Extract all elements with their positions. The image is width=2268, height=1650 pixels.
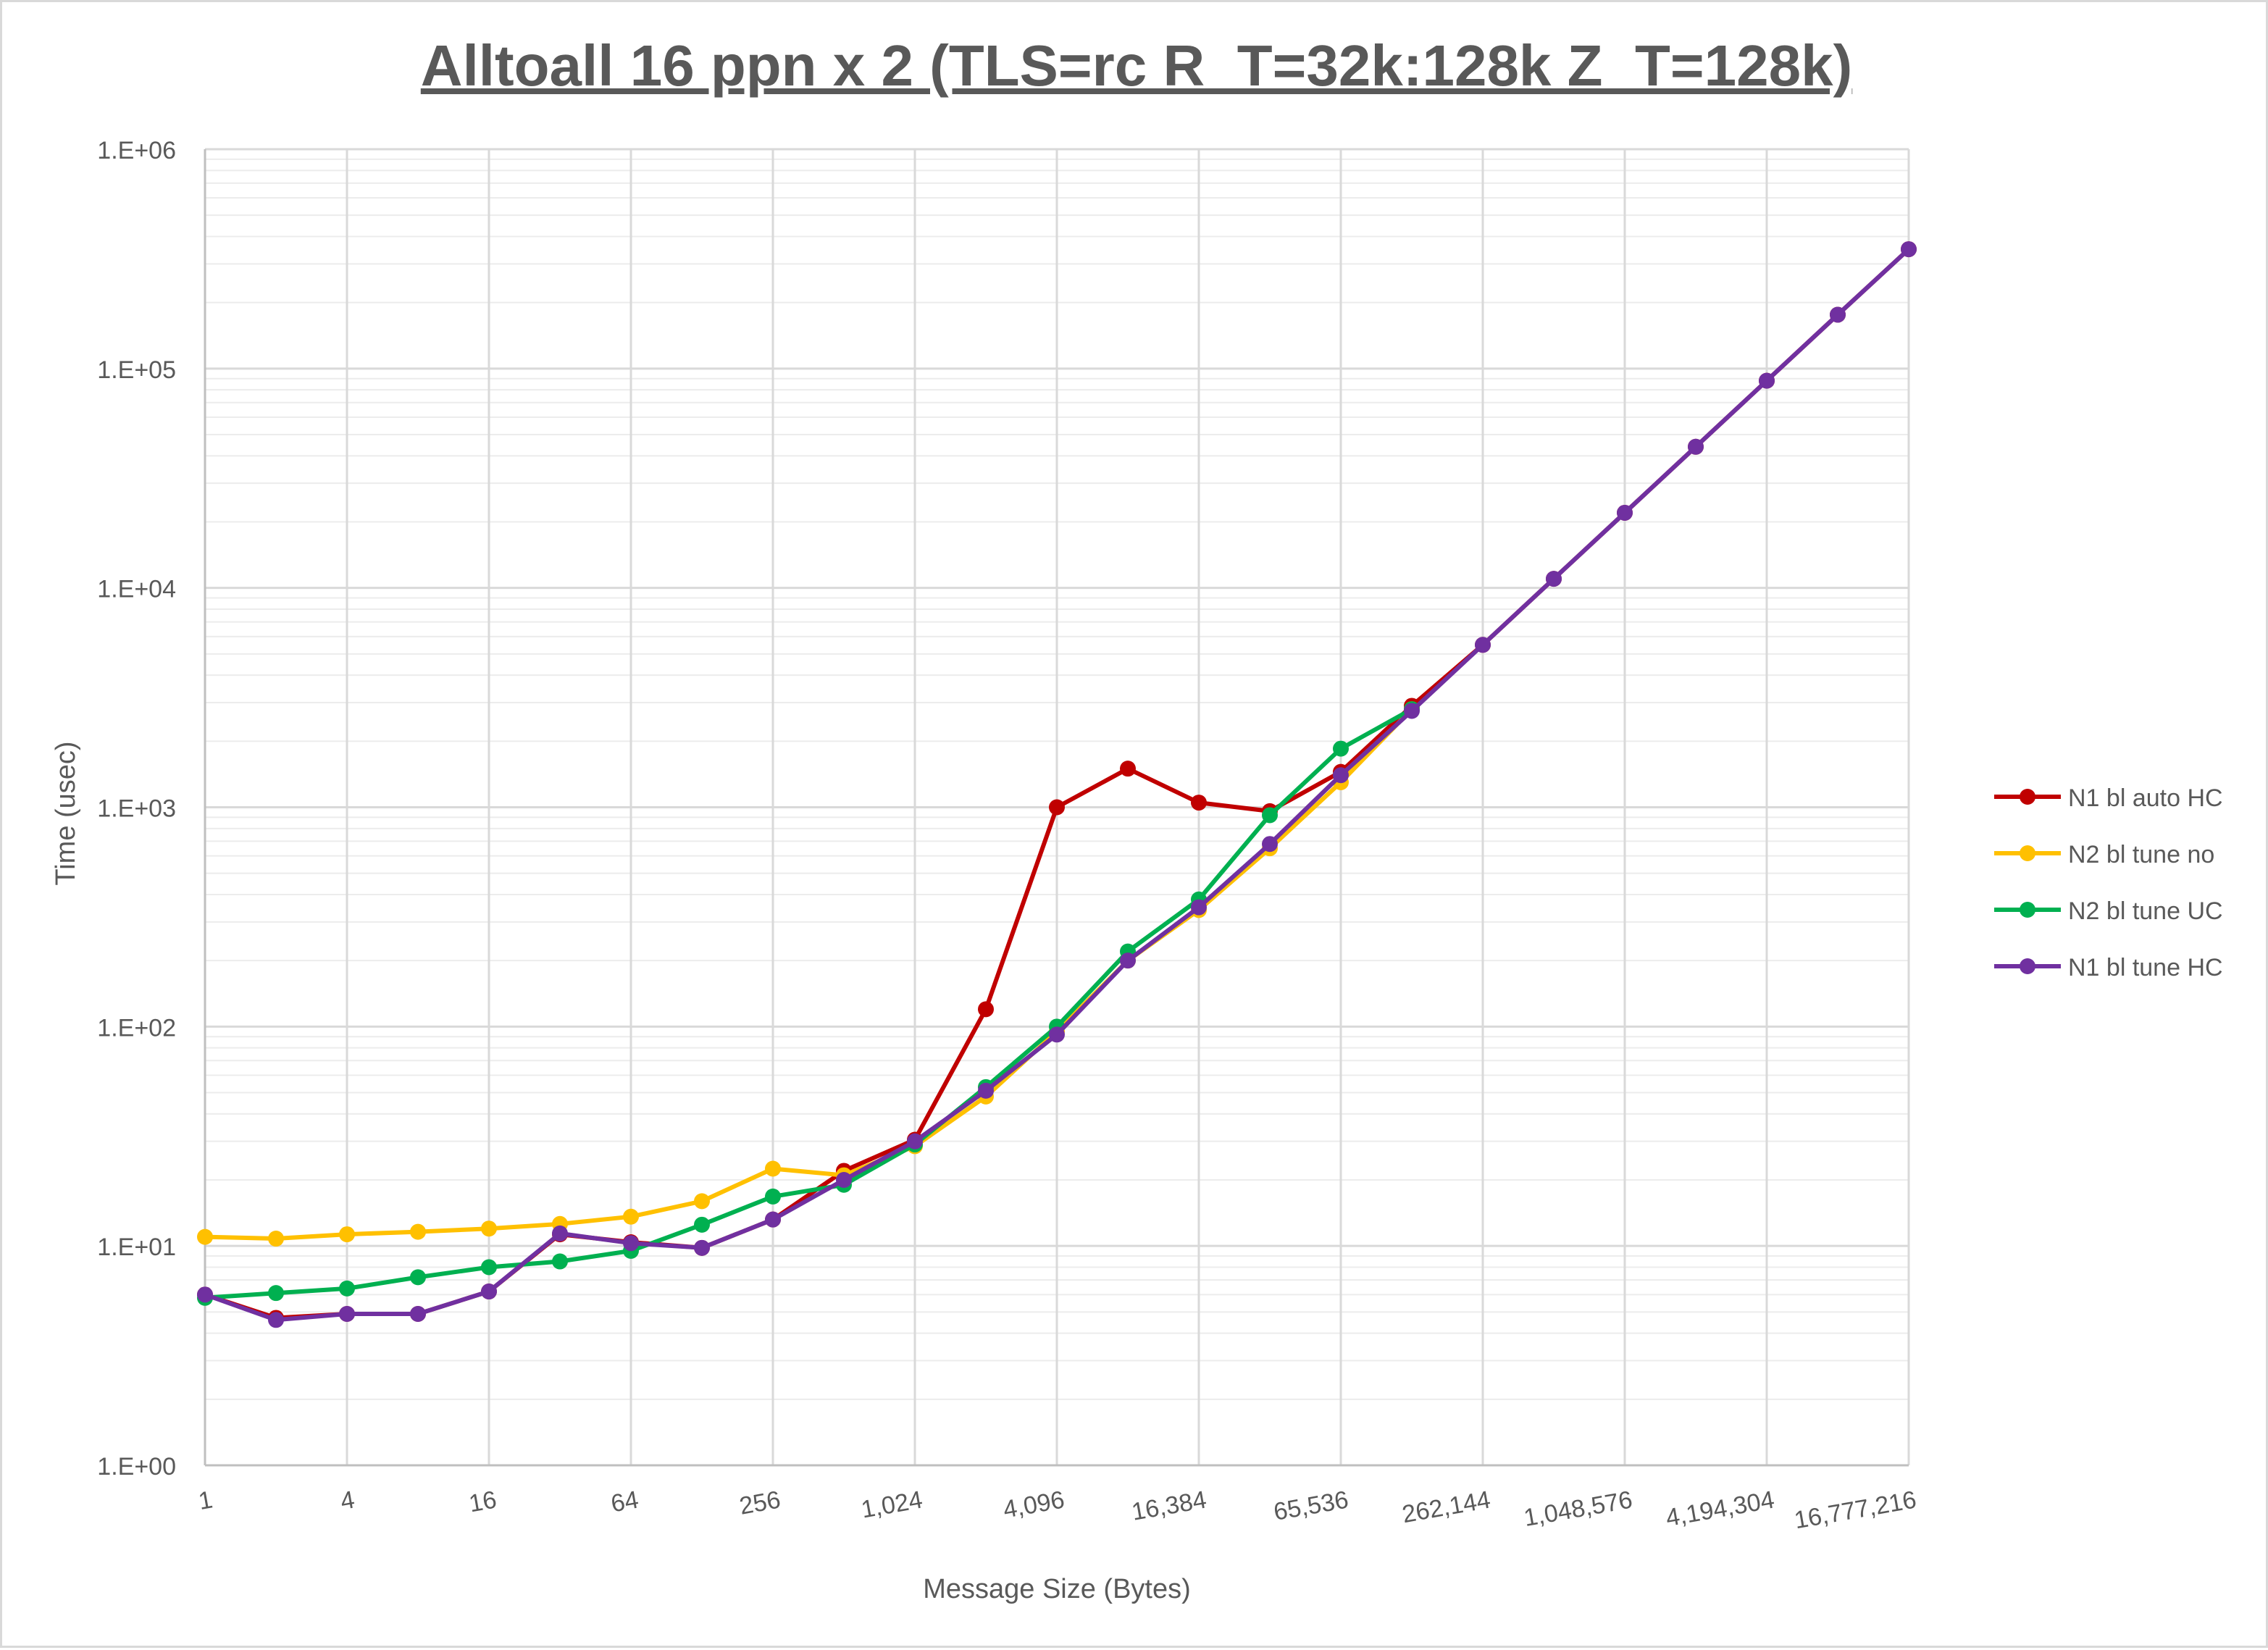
axes: 1.E+00 1.E+01 1.E+02 1.E+03 1.E+04 1.E+05 1.E+… — [97, 137, 1918, 1534]
data-point — [978, 1001, 994, 1018]
legend-marker — [2020, 902, 2035, 918]
data-point — [339, 1280, 355, 1297]
data-point — [410, 1269, 426, 1286]
data-point — [765, 1188, 781, 1205]
data-point — [765, 1160, 781, 1177]
legend-marker — [2020, 789, 2035, 805]
data-point — [1333, 767, 1349, 784]
x-tick-label: 262,144 — [1400, 1486, 1493, 1528]
data-point — [694, 1216, 710, 1233]
x-tick-label: 4,194,304 — [1664, 1486, 1777, 1532]
y-tick-label: 1.E+04 — [97, 576, 176, 603]
data-point — [1404, 703, 1420, 719]
x-tick-label: 16,777,216 — [1792, 1486, 1918, 1534]
data-point — [552, 1225, 568, 1241]
legend-item: N2 bl tune UC — [1994, 897, 2223, 925]
data-point — [268, 1285, 284, 1302]
data-point — [623, 1208, 639, 1225]
data-point — [481, 1283, 497, 1300]
x-tick-label: 64 — [609, 1486, 641, 1517]
legend-marker — [2020, 845, 2035, 861]
data-point — [339, 1226, 355, 1243]
data-point — [410, 1223, 426, 1240]
data-point — [1830, 306, 1846, 323]
data-point — [1688, 438, 1704, 455]
x-tick-label: 1,048,576 — [1522, 1486, 1635, 1532]
legend-item: N2 bl tune no — [1994, 841, 2214, 868]
data-point — [978, 1082, 994, 1099]
data-point — [1120, 761, 1136, 777]
data-point — [1262, 836, 1278, 853]
x-tick-label: 1,024 — [859, 1486, 924, 1523]
data-point — [481, 1259, 497, 1276]
data-point — [836, 1172, 852, 1189]
data-point — [765, 1211, 781, 1228]
data-point — [1049, 799, 1065, 816]
data-point — [694, 1193, 710, 1210]
x-tick-label: 16 — [467, 1486, 499, 1517]
y-tick-label: 1.E+00 — [97, 1453, 176, 1481]
series-4 — [197, 241, 1917, 1328]
x-tick-label: 4,096 — [1001, 1486, 1066, 1523]
series-3 — [197, 701, 1420, 1306]
data-point — [197, 1286, 213, 1303]
legend-label: N2 bl tune no — [2068, 841, 2214, 868]
data-point — [1191, 899, 1207, 916]
series-group — [197, 241, 1917, 1328]
data-point — [907, 1133, 923, 1149]
legend-label: N1 bl auto HC — [2068, 784, 2223, 812]
legend-label: N2 bl tune UC — [2068, 897, 2223, 925]
y-tick-label: 1.E+02 — [97, 1014, 176, 1042]
y-axis-title: Time (usec) — [51, 741, 81, 885]
y-tick-label: 1.E+06 — [97, 137, 176, 164]
data-point — [1120, 952, 1136, 969]
series-2 — [197, 701, 1420, 1247]
data-point — [197, 1228, 213, 1245]
y-tick-label: 1.E+01 — [97, 1234, 176, 1261]
x-axis-title: Message Size (Bytes) — [923, 1574, 1191, 1604]
data-point — [1333, 740, 1349, 757]
legend: N1 bl auto HC N2 bl tune no N2 bl tune UC N… — [1994, 784, 2223, 981]
y-tick-label: 1.E+03 — [97, 795, 176, 823]
legend-item: N1 bl tune HC — [1994, 954, 2223, 981]
chart-title: Alltoall 16 ppn x 2 (TLS=rc R_T=32k:128k… — [421, 33, 1852, 98]
x-tick-label: 16,384 — [1129, 1486, 1208, 1525]
data-point — [1617, 504, 1633, 521]
data-point — [268, 1312, 284, 1328]
series-line — [203, 707, 1414, 1241]
data-point — [694, 1239, 710, 1256]
data-point — [1901, 241, 1917, 258]
legend-item: N1 bl auto HC — [1994, 784, 2223, 812]
series-line — [203, 707, 1414, 1300]
data-point — [339, 1305, 355, 1322]
y-tick-label: 1.E+05 — [97, 356, 176, 384]
data-point — [481, 1220, 497, 1237]
legend-label: N1 bl tune HC — [2068, 954, 2223, 981]
data-point — [1191, 795, 1207, 811]
data-point — [1759, 372, 1775, 389]
data-point — [1049, 1026, 1065, 1043]
data-point — [1475, 637, 1491, 653]
data-point — [1546, 571, 1562, 587]
x-tick-label: 1 — [196, 1486, 214, 1515]
x-tick-label: 256 — [737, 1486, 782, 1520]
data-point — [623, 1235, 639, 1252]
data-point — [268, 1231, 284, 1247]
data-point — [410, 1305, 426, 1322]
data-point — [552, 1253, 568, 1270]
legend-marker — [2020, 958, 2035, 974]
x-tick-label: 65,536 — [1271, 1486, 1350, 1525]
x-tick-label: 4 — [338, 1486, 356, 1515]
data-point — [1262, 807, 1278, 824]
